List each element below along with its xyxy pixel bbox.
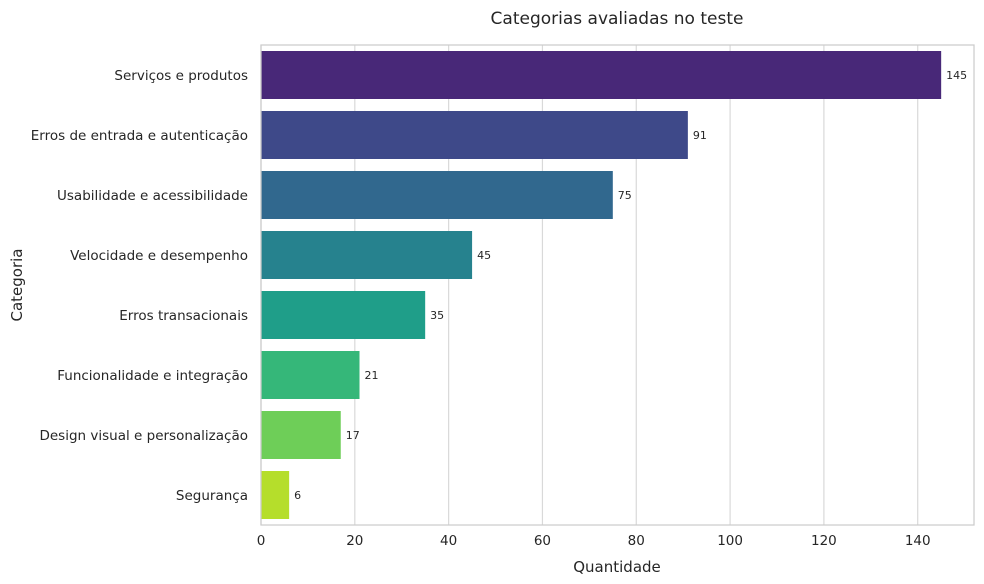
y-tick-label: Erros transacionais <box>119 308 248 324</box>
x-tick-label: 20 <box>346 533 363 549</box>
bar <box>261 231 473 279</box>
x-tick-label: 0 <box>257 533 266 549</box>
data-label: 91 <box>693 129 707 142</box>
y-tick-label: Serviços e produtos <box>114 68 248 84</box>
data-label: 75 <box>618 189 632 202</box>
data-label: 35 <box>430 309 444 322</box>
x-tick-label: 100 <box>717 533 743 549</box>
y-tick-label: Segurança <box>176 488 248 504</box>
bar <box>261 291 426 339</box>
y-tick-label: Erros de entrada e autenticação <box>31 128 248 144</box>
chart-title: Categorias avaliadas no teste <box>491 9 744 29</box>
data-label: 45 <box>477 249 491 262</box>
bar <box>261 51 942 99</box>
bar <box>261 411 341 459</box>
x-tick-label: 140 <box>905 533 931 549</box>
y-axis-label: Categoria <box>8 248 26 321</box>
data-label: 145 <box>946 69 967 82</box>
bar <box>261 171 613 219</box>
plot-frame <box>260 44 975 526</box>
y-tick-label: Design visual e personalização <box>39 428 248 444</box>
y-tick-label: Usabilidade e acessibilidade <box>57 188 248 204</box>
x-tick-label: 120 <box>811 533 837 549</box>
y-tick-label: Funcionalidade e integração <box>57 368 248 384</box>
y-tick-label: Velocidade e desempenho <box>70 248 248 264</box>
x-tick-label: 40 <box>440 533 457 549</box>
bar <box>261 111 688 159</box>
labels: 0 20 40 60 80 100 120 140 Serviços e produtos 145… <box>31 68 967 549</box>
x-tick-label: 60 <box>534 533 551 549</box>
bar <box>261 471 290 519</box>
x-tick-label: 80 <box>628 533 645 549</box>
data-label: 17 <box>346 429 360 442</box>
bar <box>261 351 360 399</box>
data-label: 6 <box>294 489 301 502</box>
data-label: 21 <box>365 369 379 382</box>
x-axis-label: Quantidade <box>573 558 661 576</box>
bars <box>261 51 942 519</box>
